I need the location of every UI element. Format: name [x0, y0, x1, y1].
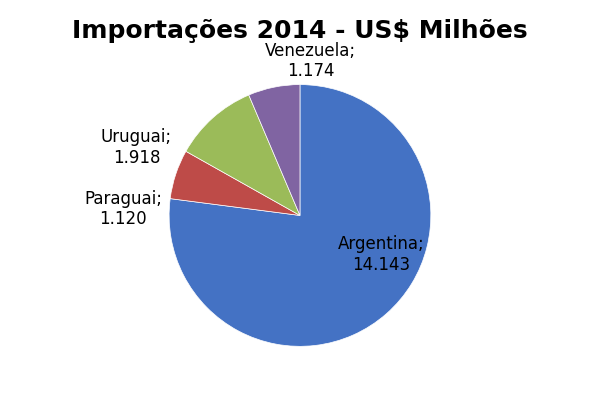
Text: Venezuela;
1.174: Venezuela; 1.174 [265, 41, 356, 81]
Wedge shape [249, 85, 300, 215]
Text: Paraguai;
1.120: Paraguai; 1.120 [84, 190, 162, 228]
Text: Argentina;
14.143: Argentina; 14.143 [338, 235, 425, 274]
Title: Importações 2014 - US$ Milhões: Importações 2014 - US$ Milhões [72, 19, 528, 43]
Wedge shape [169, 85, 431, 346]
Wedge shape [186, 95, 300, 215]
Text: Uruguai;
1.918: Uruguai; 1.918 [101, 128, 172, 167]
Wedge shape [170, 151, 300, 215]
